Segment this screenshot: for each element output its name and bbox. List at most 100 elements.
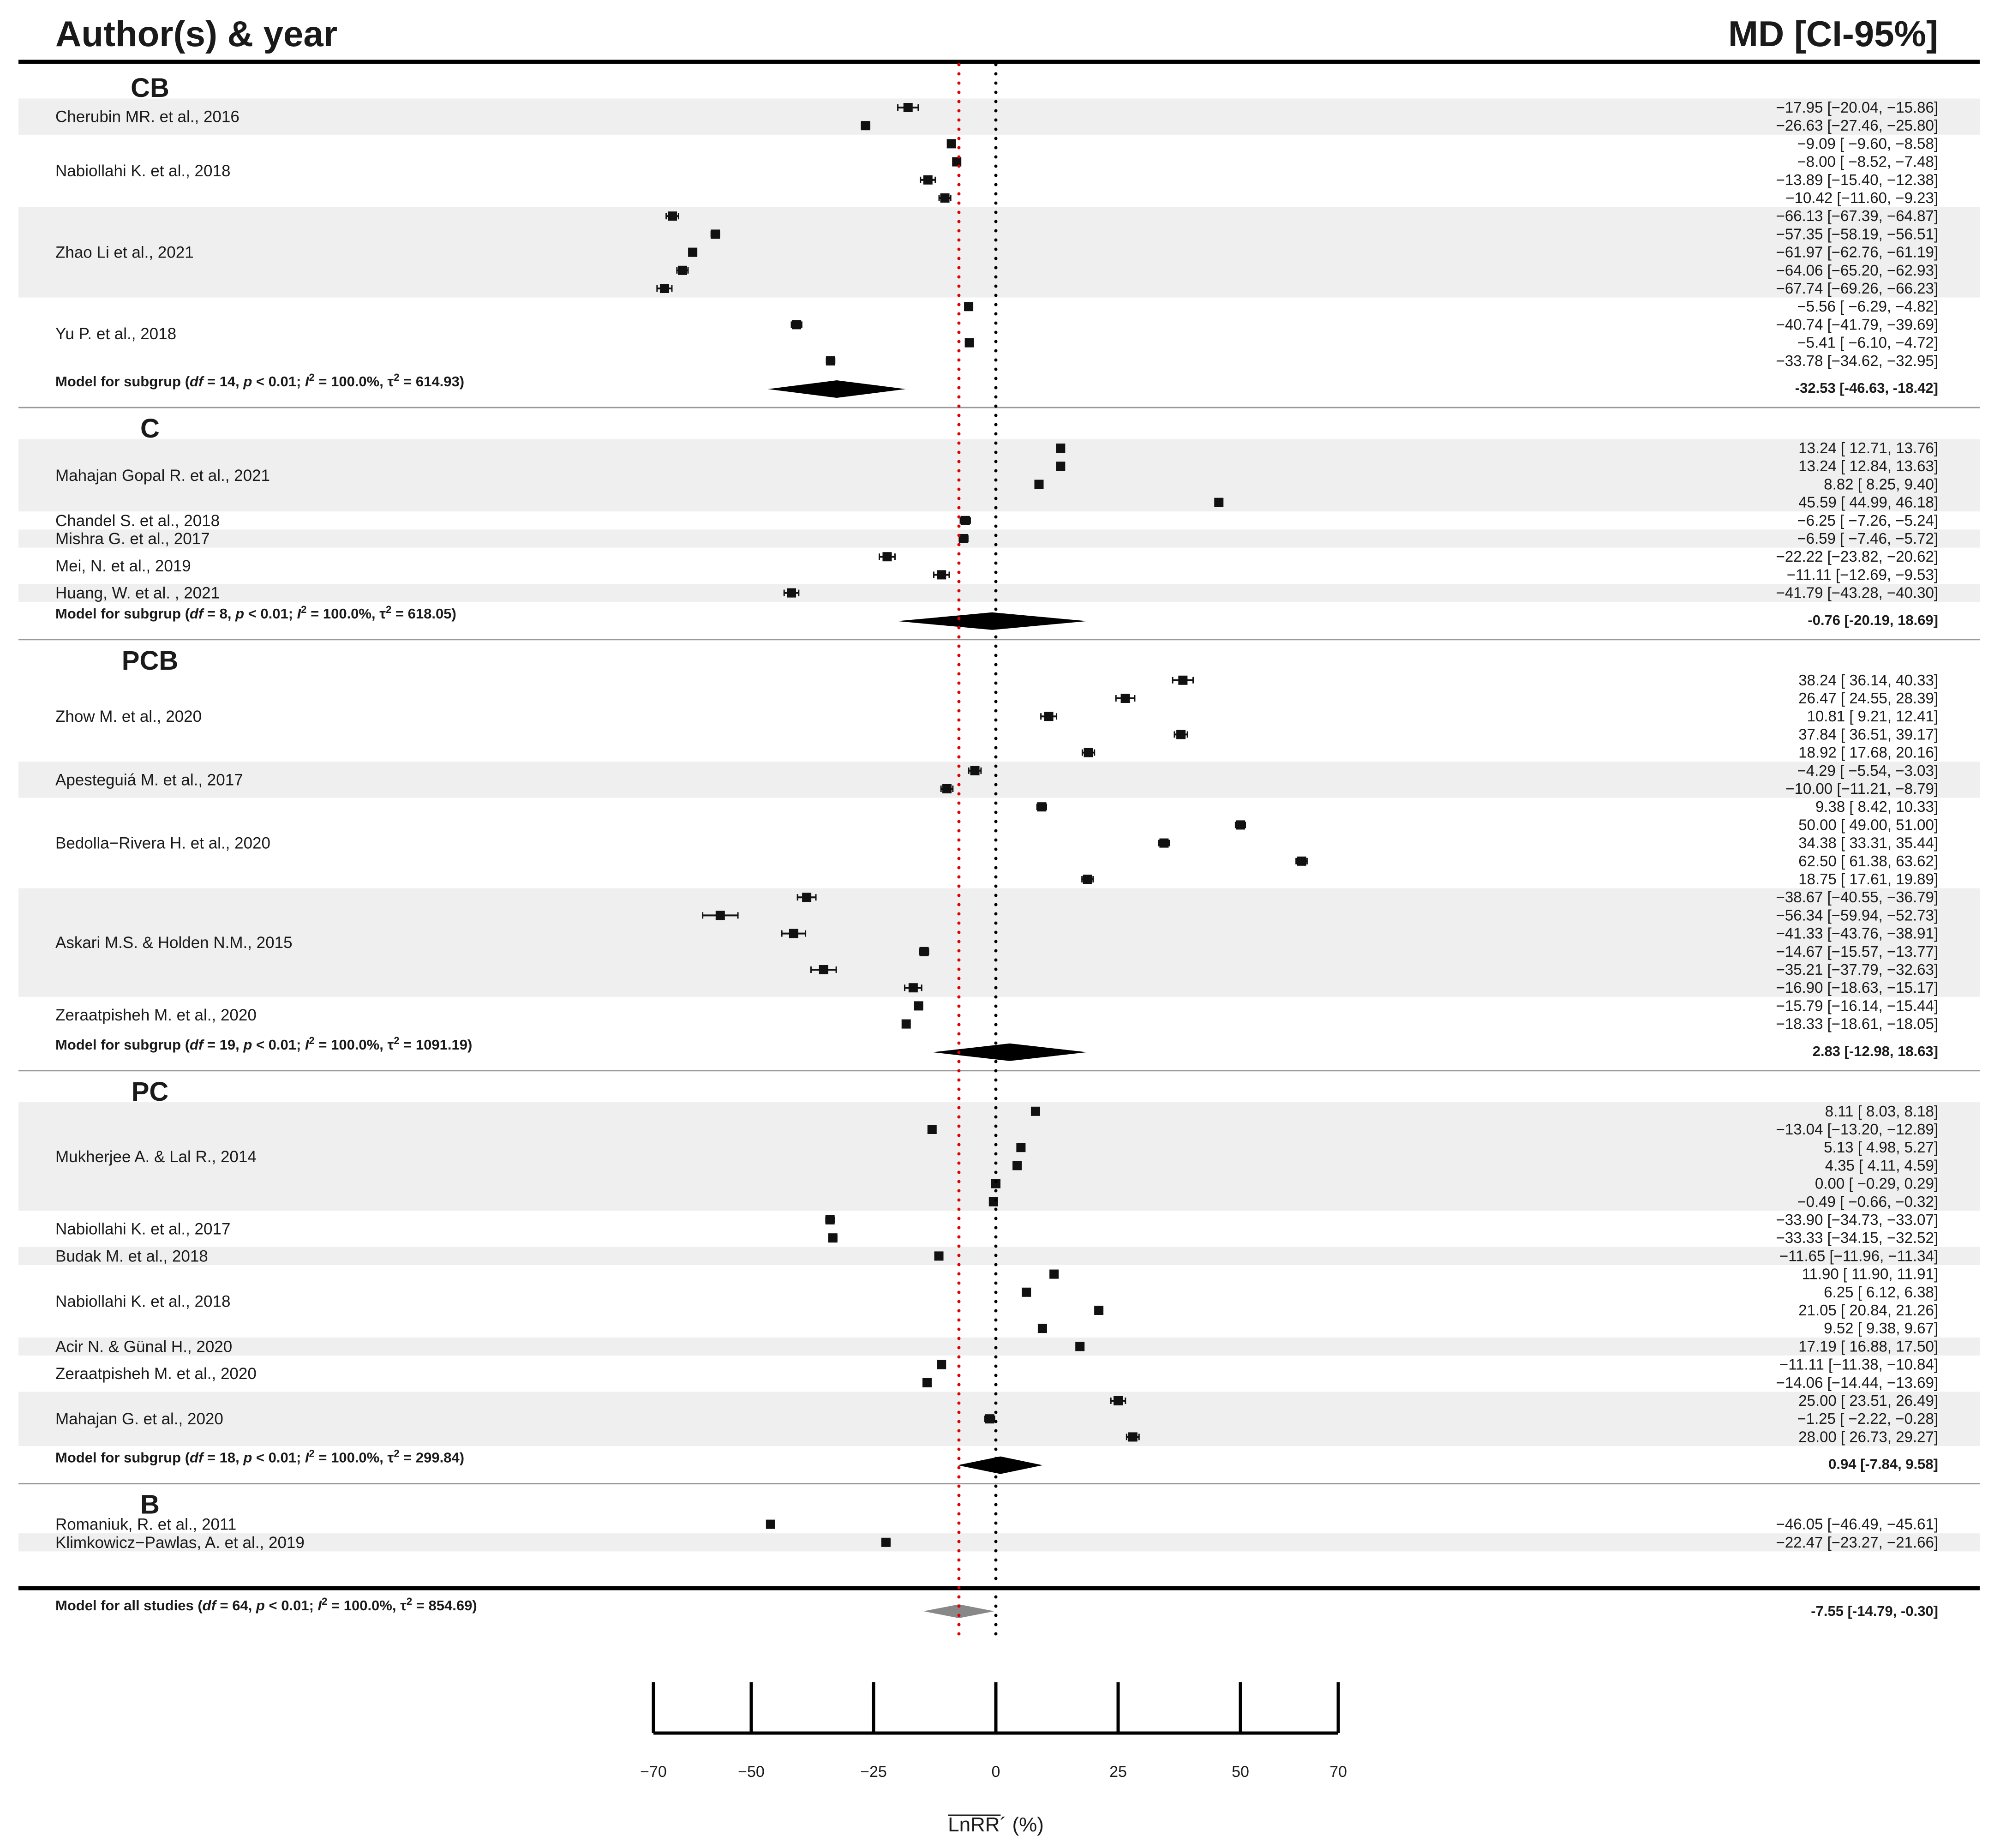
study-label: Zeraatpisheh M. et al., 2020: [55, 1365, 257, 1383]
point-estimate: [1128, 1432, 1138, 1442]
point-estimate: [1034, 480, 1044, 489]
estimate-ci-text: −33.33 [−34.15, −32.52]: [1776, 1229, 1938, 1246]
estimate-ci-text: 5.13 [ 4.98, 5.27]: [1824, 1139, 1938, 1156]
study-label: Bedolla−Rivera H. et al., 2020: [55, 834, 270, 852]
x-tick-label: 70: [1329, 1763, 1347, 1781]
x-tick-label: 50: [1232, 1763, 1249, 1781]
study-band: [18, 207, 1980, 298]
study-band: [18, 1337, 1980, 1356]
point-estimate: [1159, 838, 1169, 848]
point-estimate: [819, 965, 828, 974]
estimate-ci-text: −33.90 [−34.73, −33.07]: [1776, 1211, 1938, 1228]
estimate-ci-text: −56.34 [−59.94, −52.73]: [1776, 906, 1938, 924]
study-label: Chandel S. et al., 2018: [55, 512, 220, 530]
point-estimate: [940, 193, 950, 203]
estimate-ci-text: 37.84 [ 36.51, 39.17]: [1798, 726, 1938, 743]
point-estimate: [802, 893, 812, 902]
estimate-ci-text: −41.79 [−43.28, −40.30]: [1776, 584, 1938, 601]
point-estimate: [927, 1125, 937, 1134]
subgroup-diamond: [932, 1043, 1087, 1061]
point-estimate: [937, 1360, 946, 1369]
subgroup-model-estimate: -0.76 [-20.19, 18.69]: [1808, 612, 1938, 628]
point-estimate: [766, 1519, 775, 1529]
point-estimate: [1178, 675, 1188, 685]
point-estimate: [960, 516, 970, 525]
estimate-ci-text: −22.47 [−23.27, −21.66]: [1776, 1534, 1938, 1551]
group-heading-c: C: [140, 414, 160, 444]
point-estimate: [946, 139, 956, 149]
subgroup-model-label: Model for subgrup (df = 19, p < 0.01; I2…: [55, 1034, 472, 1053]
point-estimate: [715, 911, 725, 920]
point-estimate: [985, 1414, 994, 1424]
study-label: Mei, N. et al., 2019: [55, 557, 191, 575]
estimate-ci-text: −35.21 [−37.79, −32.63]: [1776, 961, 1938, 978]
x-axis-label: LnRR´ (%): [948, 1813, 1044, 1836]
estimate-ci-text: −38.67 [−40.55, −36.79]: [1776, 888, 1938, 906]
point-estimate: [942, 784, 952, 793]
estimate-ci-text: 13.24 [ 12.84, 13.63]: [1798, 457, 1938, 474]
study-label: Mukherjee A. & Lal R., 2014: [55, 1148, 257, 1166]
study-band: [18, 1392, 1980, 1446]
point-estimate: [1037, 1324, 1047, 1333]
point-estimate: [1094, 1306, 1104, 1315]
study-label: Askari M.S. & Holden N.M., 2015: [55, 934, 293, 952]
point-estimate: [991, 1179, 1000, 1188]
study-band: [18, 584, 1980, 602]
estimate-ci-text: −0.49 [ −0.66, −0.32]: [1797, 1193, 1938, 1210]
point-estimate: [964, 302, 974, 312]
point-estimate: [1083, 875, 1092, 884]
point-estimate: [1044, 712, 1054, 721]
estimate-ci-text: −67.74 [−69.26, −66.23]: [1776, 280, 1938, 297]
point-estimate: [1176, 730, 1186, 739]
subgroup-model-label: Model for subgrup (df = 8, p < 0.01; I2 …: [55, 603, 456, 622]
estimate-ci-text: −18.33 [−18.61, −18.05]: [1776, 1015, 1938, 1032]
estimate-ci-text: −1.25 [ −2.22, −0.28]: [1797, 1410, 1938, 1427]
x-tick-label: −25: [860, 1763, 887, 1781]
estimate-ci-text: 18.75 [ 17.61, 19.89]: [1798, 870, 1938, 888]
subgroup-model-estimate: 2.83 [-12.98, 18.63]: [1813, 1043, 1938, 1059]
subgroup-diamond: [767, 380, 906, 398]
estimate-ci-text: 17.19 [ 16.88, 17.50]: [1798, 1338, 1938, 1355]
overall-model-estimate: -7.55 [-14.79, -0.30]: [1811, 1603, 1938, 1619]
x-tick-label: −70: [640, 1763, 667, 1781]
point-estimate: [1056, 462, 1066, 471]
estimate-ci-text: −46.05 [−46.49, −45.61]: [1776, 1516, 1938, 1533]
subgroup-model-estimate: 0.94 [-7.84, 9.58]: [1828, 1456, 1938, 1472]
study-band: [18, 439, 1980, 512]
study-label: Budak M. et al., 2018: [55, 1247, 208, 1265]
subgroup-diamond: [957, 1456, 1043, 1474]
estimate-ci-text: −13.04 [−13.20, −12.89]: [1776, 1121, 1938, 1138]
estimate-ci-text: −64.06 [−65.20, −62.93]: [1776, 262, 1938, 279]
estimate-ci-text: 50.00 [ 49.00, 51.00]: [1798, 816, 1938, 833]
estimate-ci-text: 34.38 [ 33.31, 35.44]: [1798, 834, 1938, 852]
point-estimate: [787, 588, 796, 598]
point-estimate: [659, 284, 669, 293]
estimate-ci-text: 6.25 [ 6.12, 6.38]: [1824, 1284, 1938, 1301]
estimate-ci-text: 4.35 [ 4.11, 4.59]: [1825, 1157, 1938, 1174]
estimate-ci-text: −57.35 [−58.19, −56.51]: [1776, 225, 1938, 242]
point-estimate: [1084, 748, 1093, 757]
study-band: [18, 1533, 1980, 1552]
point-estimate: [882, 552, 892, 562]
estimate-ci-text: −33.78 [−34.62, −32.95]: [1776, 352, 1938, 369]
point-estimate: [908, 983, 918, 993]
point-estimate: [668, 211, 677, 221]
point-estimate: [970, 766, 980, 775]
point-estimate: [688, 247, 698, 257]
estimate-ci-text: 21.05 [ 20.84, 21.26]: [1798, 1302, 1938, 1319]
point-estimate: [914, 1001, 923, 1011]
point-estimate: [1049, 1269, 1059, 1279]
point-estimate: [934, 1251, 944, 1261]
point-estimate: [792, 320, 802, 330]
point-estimate: [881, 1537, 891, 1547]
group-heading-pc: PC: [132, 1077, 169, 1107]
point-estimate: [923, 175, 933, 185]
point-estimate: [1056, 444, 1066, 453]
estimate-ci-text: −8.00 [ −8.52, −7.48]: [1797, 153, 1938, 170]
estimate-ci-text: −5.56 [ −6.29, −4.82]: [1797, 298, 1938, 315]
study-label: Mahajan G. et al., 2020: [55, 1410, 223, 1428]
point-estimate: [937, 570, 946, 580]
point-estimate: [1030, 1106, 1040, 1116]
estimate-ci-text: −13.89 [−15.40, −12.38]: [1776, 171, 1938, 188]
estimate-ci-text: 26.47 [ 24.55, 28.39]: [1798, 690, 1938, 707]
